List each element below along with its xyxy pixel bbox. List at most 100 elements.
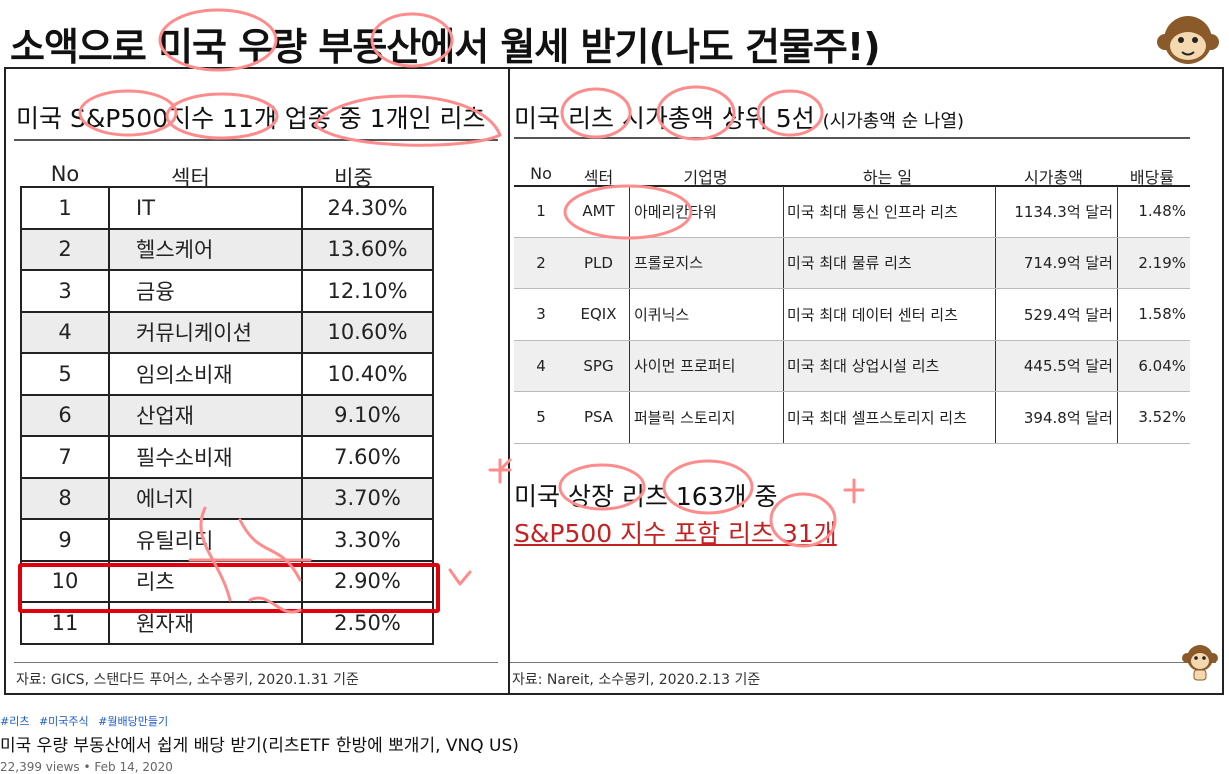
market-cap: 445.5억 달러 bbox=[995, 340, 1118, 392]
left-source-note: 자료: GICS, 스탠다드 푸어스, 소수몽키, 2020.1.31 기준 bbox=[16, 672, 359, 688]
sector-table-header: No 섹터 비중 bbox=[22, 162, 434, 190]
market-cap: 1134.3억 달러 bbox=[995, 186, 1118, 238]
ticker: SPG bbox=[568, 340, 630, 392]
hashtag-link[interactable]: #미국주식 bbox=[38, 715, 89, 728]
sector-name: 헬스케어 bbox=[108, 227, 303, 271]
row-number: 1 bbox=[514, 186, 568, 238]
company-name: 프롤로지스 bbox=[629, 237, 784, 289]
hashtag-list: #리츠 #미국주식 #월배당만들기 bbox=[0, 713, 174, 729]
table-row: 5 PSA 퍼블릭 스토리지 미국 최대 셀프스토리지 리츠 394.8억 달러 3.52… bbox=[514, 391, 1190, 444]
table-row: 2 헬스케어 13.60% bbox=[20, 227, 434, 271]
table-row: 1 AMT 아메리칸타워 미국 최대 통신 인프라 리츠 1134.3억 달러 1.48% bbox=[514, 186, 1190, 238]
table-row: 3 금융 12.10% bbox=[20, 269, 434, 313]
business-desc: 미국 최대 상업시설 리츠 bbox=[783, 340, 996, 392]
row-number: 3 bbox=[514, 288, 568, 341]
top-reits-panel: 미국 리츠 시가총액 상위 5선 (시가총액 순 나열) No 섹터 기업명 하… bbox=[510, 67, 1224, 695]
sector-name: 임의소비재 bbox=[108, 352, 303, 396]
header-dividend: 배당률 bbox=[1129, 168, 1175, 187]
video-title: 미국 우량 부동산에서 쉽게 배당 받기(리츠ETF 한방에 뽀개기, VNQ … bbox=[0, 736, 519, 756]
company-name: 아메리칸타워 bbox=[629, 186, 784, 238]
sector-weight: 13.60% bbox=[301, 227, 434, 271]
sector-weight: 9.10% bbox=[301, 393, 434, 437]
ticker: EQIX bbox=[568, 288, 630, 341]
header-weight: 비중 bbox=[334, 166, 373, 190]
table-row: 3 EQIX 이퀴닉스 미국 최대 데이터 센터 리츠 529.4억 달러 1.58% bbox=[514, 288, 1190, 341]
sector-weight: 7.60% bbox=[301, 435, 434, 479]
table-row: 1 IT 24.30% bbox=[20, 186, 434, 230]
market-cap: 714.9억 달러 bbox=[995, 237, 1118, 289]
header-company: 기업명 bbox=[683, 168, 728, 187]
table-row: 9 유틸리티 3.30% bbox=[20, 518, 434, 562]
ticker: PLD bbox=[568, 237, 630, 289]
sector-name: 에너지 bbox=[108, 476, 303, 520]
reits-table-header: No 섹터 기업명 하는 일 시가총액 배당률 bbox=[514, 164, 1190, 187]
row-number: 5 bbox=[514, 391, 568, 444]
table-row: 6 산업재 9.10% bbox=[20, 393, 434, 437]
sector-weight: 3.70% bbox=[301, 476, 434, 520]
row-number: 10 bbox=[20, 559, 110, 603]
dividend-yield: 1.58% bbox=[1117, 288, 1190, 341]
row-number: 3 bbox=[20, 269, 110, 313]
sector-name: 유틸리티 bbox=[108, 518, 303, 562]
sp500-reits-note: S&P500 지수 포함 리츠 31개 bbox=[514, 519, 837, 548]
row-number: 8 bbox=[20, 476, 110, 520]
table-row: 8 에너지 3.70% bbox=[20, 476, 434, 520]
row-number: 2 bbox=[514, 237, 568, 289]
hashtag-link[interactable]: #리츠 bbox=[0, 715, 30, 728]
divider bbox=[514, 137, 1190, 139]
right-panel-title: 미국 리츠 시가총액 상위 5선 (시가총액 순 나열) bbox=[514, 99, 964, 135]
header-sector: 섹터 bbox=[171, 166, 210, 190]
sector-weight: 10.40% bbox=[301, 352, 434, 396]
sector-weight: 24.30% bbox=[301, 186, 434, 230]
top-reits-table: 1 AMT 아메리칸타워 미국 최대 통신 인프라 리츠 1134.3억 달러 1.48%… bbox=[514, 186, 1190, 444]
ticker: AMT bbox=[568, 186, 630, 238]
market-cap: 529.4억 달러 bbox=[995, 288, 1118, 341]
sector-weight-table: 1 IT 24.30% 2 헬스케어 13.60% 3 금융 12.10% 4 커뮤니케이션 10.6… bbox=[20, 186, 434, 645]
header-ticker: 섹터 bbox=[583, 168, 614, 187]
right-title-main: 미국 리츠 시가총액 상위 5선 bbox=[514, 104, 815, 133]
sector-weight: 3.30% bbox=[301, 518, 434, 562]
left-panel-title: 미국 S&P500지수 11개 업종 중 1개인 리츠 bbox=[16, 104, 486, 133]
table-row: 4 커뮤니케이션 10.60% bbox=[20, 310, 434, 354]
row-number: 11 bbox=[20, 601, 110, 645]
header-no: No bbox=[50, 162, 80, 186]
slide-title: 소액으로 미국 우량 부동산에서 월세 받기(나도 건물주!) bbox=[10, 25, 881, 69]
business-desc: 미국 최대 데이터 센터 리츠 bbox=[783, 288, 996, 341]
row-number: 9 bbox=[20, 518, 110, 562]
sector-name: 필수소비재 bbox=[108, 435, 303, 479]
video-frame[interactable]: 소액으로 미국 우량 부동산에서 월세 받기(나도 건물주!) 미국 S&P50… bbox=[0, 0, 1229, 705]
divider bbox=[14, 139, 498, 141]
sector-weight: 2.50% bbox=[301, 601, 434, 645]
table-row: 2 PLD 프롤로지스 미국 최대 물류 리츠 714.9억 달러 2.19% bbox=[514, 237, 1190, 289]
dividend-yield: 3.52% bbox=[1117, 391, 1190, 444]
row-number: 4 bbox=[20, 310, 110, 354]
table-row: 4 SPG 사이먼 프로퍼티 미국 최대 상업시설 리츠 445.5억 달러 6.04% bbox=[514, 340, 1190, 392]
company-name: 퍼블릭 스토리지 bbox=[629, 391, 784, 444]
dividend-yield: 2.19% bbox=[1117, 237, 1190, 289]
divider bbox=[510, 662, 1216, 663]
dividend-yield: 1.48% bbox=[1117, 186, 1190, 238]
right-source-note: 자료: Nareit, 소수몽키, 2020.2.13 기준 bbox=[512, 672, 761, 688]
right-title-sub: (시가총액 순 나열) bbox=[822, 111, 965, 132]
row-number: 6 bbox=[20, 393, 110, 437]
business-desc: 미국 최대 통신 인프라 리츠 bbox=[783, 186, 996, 238]
business-desc: 미국 최대 물류 리츠 bbox=[783, 237, 996, 289]
row-number: 4 bbox=[514, 340, 568, 392]
row-number: 7 bbox=[20, 435, 110, 479]
company-name: 사이먼 프로퍼티 bbox=[629, 340, 784, 392]
sector-name: IT bbox=[108, 186, 303, 230]
hashtag-link[interactable]: #월배당만들기 bbox=[98, 715, 169, 728]
header-business: 하는 일 bbox=[862, 168, 913, 187]
row-number: 2 bbox=[20, 227, 110, 271]
company-name: 이퀴닉스 bbox=[629, 288, 784, 341]
monkey-logo-icon bbox=[1157, 16, 1219, 64]
sector-name: 산업재 bbox=[108, 393, 303, 437]
row-number: 1 bbox=[20, 186, 110, 230]
table-row: 7 필수소비재 7.60% bbox=[20, 435, 434, 479]
sector-weight: 12.10% bbox=[301, 269, 434, 313]
row-number: 5 bbox=[20, 352, 110, 396]
sector-weight-panel: 미국 S&P500지수 11개 업종 중 1개인 리츠 No 섹터 비중 1 IT… bbox=[4, 67, 510, 695]
dividend-yield: 6.04% bbox=[1117, 340, 1190, 392]
sector-name: 커뮤니케이션 bbox=[108, 310, 303, 354]
divider bbox=[14, 662, 498, 663]
